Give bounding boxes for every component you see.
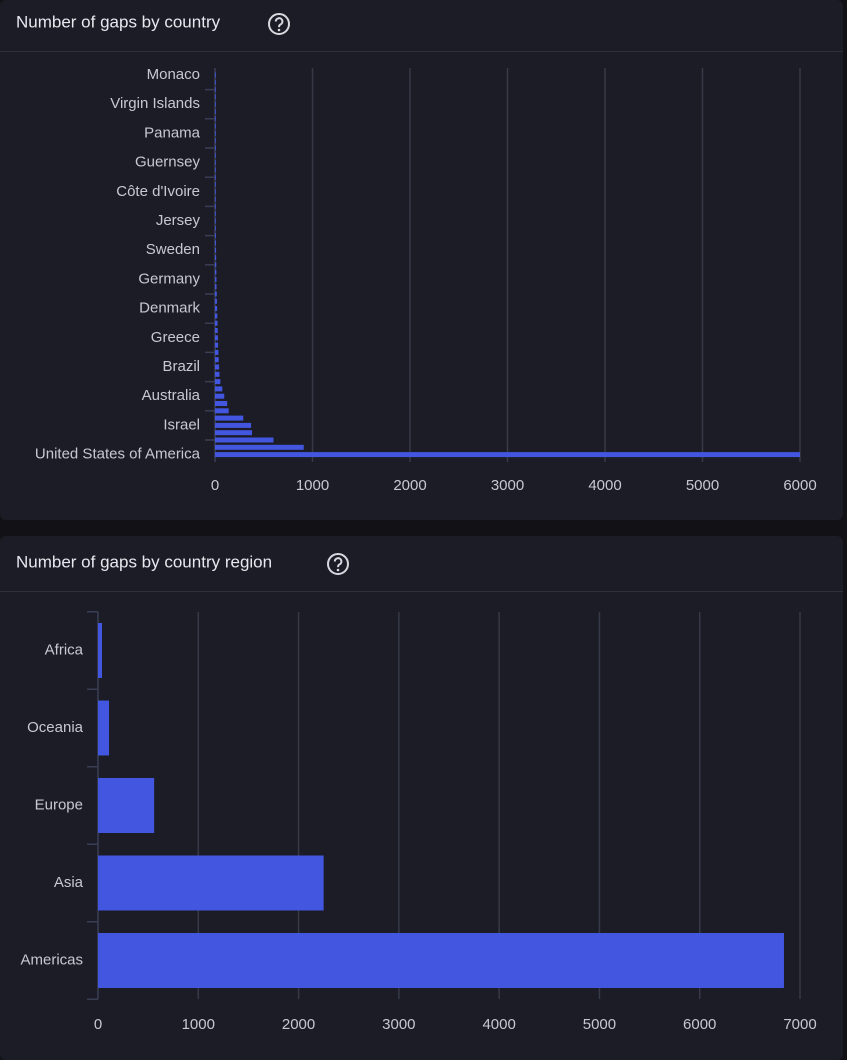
bar <box>215 269 217 275</box>
x-tick-label: 1000 <box>182 1016 215 1033</box>
y-tick-label: Brazil <box>162 358 200 375</box>
y-tick-label: Africa <box>45 641 84 658</box>
x-tick-label: 3000 <box>491 477 524 494</box>
y-tick-label: United States of America <box>35 446 201 463</box>
bar <box>215 182 216 187</box>
bar <box>215 437 274 443</box>
bar <box>215 152 216 158</box>
help-icon[interactable] <box>327 553 349 575</box>
bar <box>98 855 324 911</box>
x-tick-label: 0 <box>211 477 219 494</box>
panel <box>0 536 843 1060</box>
bar <box>215 328 218 333</box>
bar <box>215 298 217 304</box>
panel-title: Number of gaps by country <box>16 12 221 31</box>
bar <box>215 408 229 414</box>
bar <box>215 401 228 406</box>
x-tick-label: 5000 <box>583 1016 616 1033</box>
x-tick-label: 7000 <box>783 1016 816 1033</box>
bar <box>215 101 216 107</box>
panel <box>0 0 843 520</box>
bar <box>215 94 216 100</box>
y-tick-label: Europe <box>35 796 83 813</box>
bar <box>215 130 216 136</box>
bar <box>215 291 217 297</box>
y-tick-label: Israel <box>163 416 200 433</box>
x-tick-label: 2000 <box>282 1016 315 1033</box>
x-tick-label: 4000 <box>588 477 621 494</box>
bar <box>215 364 220 370</box>
y-tick-label: Panama <box>144 124 201 141</box>
y-tick-label: Sweden <box>146 241 200 258</box>
y-tick-label: Americas <box>20 951 83 968</box>
bar <box>215 313 218 319</box>
bar <box>215 284 217 290</box>
y-tick-label: Virgin Islands <box>110 95 200 112</box>
x-tick-label: 4000 <box>482 1016 515 1033</box>
bar <box>215 276 217 282</box>
y-tick-label: Monaco <box>147 66 200 83</box>
y-tick-label: Greece <box>151 329 200 346</box>
bar <box>215 342 219 348</box>
bar <box>215 444 304 450</box>
bar <box>215 189 216 195</box>
bar <box>215 233 216 239</box>
bar <box>215 145 216 151</box>
bar <box>98 700 110 756</box>
bar <box>215 123 216 129</box>
bar <box>215 116 216 122</box>
y-tick-label: Australia <box>142 387 201 404</box>
bar <box>215 386 223 392</box>
help-icon[interactable] <box>268 13 290 35</box>
bar <box>215 240 216 246</box>
x-tick-label: 6000 <box>783 477 816 494</box>
bar <box>215 79 216 85</box>
bar <box>215 379 221 385</box>
bar <box>215 452 800 458</box>
bar <box>215 415 244 421</box>
bar <box>215 357 219 363</box>
x-tick-label: 1000 <box>296 477 329 494</box>
bar <box>215 255 217 260</box>
bar <box>98 623 103 678</box>
bar <box>98 933 784 988</box>
bar <box>215 211 216 217</box>
y-tick-label: Oceania <box>27 719 84 736</box>
x-tick-label: 2000 <box>393 477 426 494</box>
bar <box>215 72 216 78</box>
bar <box>215 109 216 114</box>
panel-title: Number of gaps by country region <box>16 552 272 571</box>
bar <box>215 422 252 428</box>
x-tick-label: 5000 <box>686 477 719 494</box>
y-tick-label: Côte d'Ivoire <box>116 183 200 200</box>
y-tick-label: Jersey <box>156 212 201 229</box>
bar <box>215 371 220 377</box>
bar <box>215 174 216 180</box>
bar <box>215 335 218 341</box>
bar <box>98 778 155 833</box>
y-tick-label: Asia <box>54 874 84 891</box>
bar <box>215 247 217 253</box>
bar <box>215 393 225 399</box>
bar <box>215 203 216 209</box>
bar <box>215 320 218 326</box>
y-tick-label: Guernsey <box>135 154 201 171</box>
bar <box>215 87 216 93</box>
bar <box>215 430 253 436</box>
bar <box>215 306 218 312</box>
bar <box>215 138 216 144</box>
bar <box>215 225 216 231</box>
bar <box>215 349 219 355</box>
bar <box>215 160 216 166</box>
x-tick-label: 6000 <box>683 1016 716 1033</box>
bar <box>215 196 216 202</box>
y-tick-label: Denmark <box>139 300 200 317</box>
y-tick-label: Germany <box>138 270 200 287</box>
x-tick-label: 3000 <box>382 1016 415 1033</box>
bar <box>215 262 217 268</box>
bar <box>215 218 216 224</box>
x-tick-label: 0 <box>94 1016 102 1033</box>
bar <box>215 167 216 173</box>
